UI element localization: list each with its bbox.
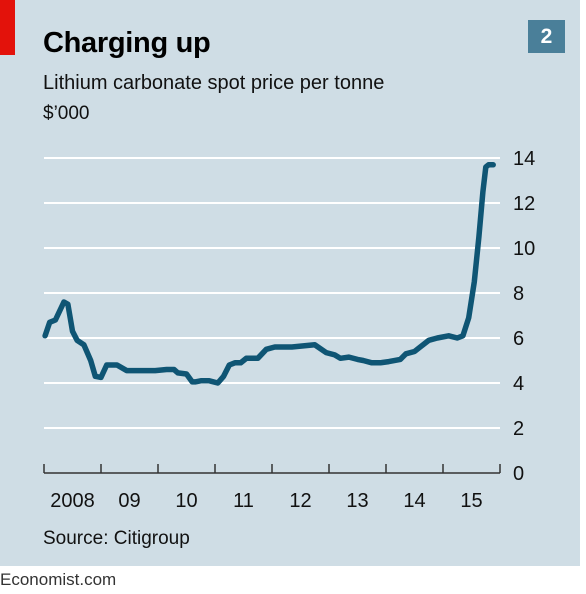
x-tick-label-13: 13: [346, 490, 368, 512]
chart-panel: [0, 0, 580, 566]
y-tick-label-4: 4: [513, 373, 524, 395]
x-tick-label-09: 09: [118, 490, 140, 512]
y-tick-label-12: 12: [513, 193, 535, 215]
x-tick-label-10: 10: [175, 490, 197, 512]
chart-number-badge: 2: [528, 20, 565, 53]
y-tick-label-10: 10: [513, 238, 535, 260]
y-tick-label-0: 0: [513, 463, 524, 485]
y-tick-label-8: 8: [513, 283, 524, 305]
data-series: [42, 162, 496, 386]
chart-subtitle: Lithium carbonate spot price per tonne: [43, 72, 385, 94]
x-tick-labels: 2008 09 10 11 12 13 14 15: [50, 490, 482, 512]
series-line-lithium-price: [42, 162, 496, 386]
y-tick-label-6: 6: [513, 328, 524, 350]
footer-credit: Economist.com: [0, 570, 117, 589]
y-tick-label-14: 14: [513, 148, 535, 170]
x-tick-label-2008: 2008: [50, 490, 95, 512]
grid-lines: [44, 157, 500, 429]
source-note: Source: Citigroup: [43, 528, 190, 549]
x-axis: [43, 464, 501, 474]
chart-title: Charging up: [43, 27, 211, 59]
x-tick-label-11: 11: [233, 490, 254, 512]
x-tick-label-15: 15: [460, 490, 482, 512]
x-tick-label-12: 12: [289, 490, 311, 512]
x-tick-label-14: 14: [403, 490, 425, 512]
unit-label: $’000: [43, 103, 90, 124]
y-tick-label-2: 2: [513, 418, 524, 440]
line-chart: 0 2 4 6 8 10 12 14 2008 09 10 11 12 13 14 15: [42, 148, 535, 512]
y-tick-labels: 0 2 4 6 8 10 12 14: [513, 148, 535, 485]
red-accent-tab: [0, 0, 15, 55]
